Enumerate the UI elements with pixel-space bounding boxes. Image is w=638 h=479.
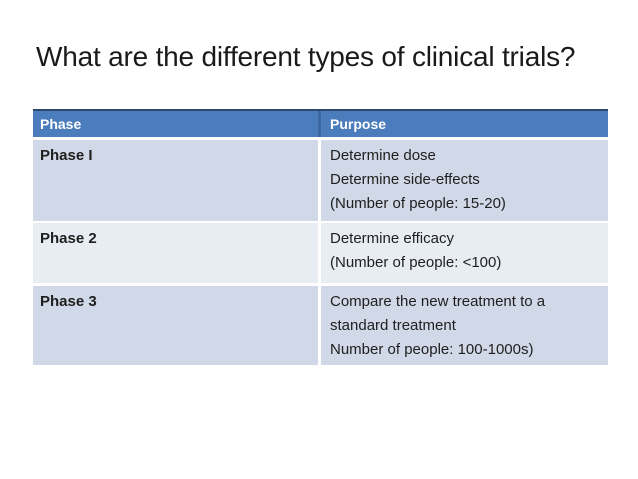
purpose-line: (Number of people: 15-20) bbox=[330, 195, 506, 212]
purpose-line: Number of people: 100-1000s) bbox=[330, 341, 534, 358]
column-divider bbox=[318, 286, 321, 365]
table-row-phase-2: Phase 2 Determine efficacy (Number of pe… bbox=[33, 223, 608, 283]
phase-cell: Phase 3 bbox=[33, 286, 318, 365]
purpose-line: Compare the new treatment to a bbox=[330, 293, 546, 310]
clinical-trials-table: Phase Purpose Phase I Determine dose Det… bbox=[33, 109, 608, 365]
phase-cell: Phase 2 bbox=[33, 223, 318, 283]
purpose-line: Determine dose bbox=[330, 147, 436, 164]
slide-title: What are the different types of clinical… bbox=[36, 41, 576, 72]
header-cell-purpose: Purpose bbox=[330, 116, 387, 132]
purpose-line: Determine efficacy bbox=[330, 230, 454, 247]
column-divider bbox=[318, 140, 321, 221]
purpose-cell: Determine dose Determine side-effects (N… bbox=[321, 140, 608, 221]
table-header-row: Phase Purpose bbox=[33, 109, 608, 137]
table-row-phase-3: Phase 3 Compare the new treatment to a s… bbox=[33, 286, 608, 365]
purpose-line: (Number of people: <100) bbox=[330, 254, 502, 271]
table-row-phase-1: Phase I Determine dose Determine side-ef… bbox=[33, 140, 608, 221]
header-column-divider bbox=[318, 111, 321, 137]
column-divider bbox=[318, 223, 321, 283]
purpose-cell: Compare the new treatment to a standard … bbox=[321, 286, 608, 365]
phase-cell: Phase I bbox=[33, 140, 318, 221]
purpose-line: Determine side-effects bbox=[330, 171, 480, 188]
purpose-line: standard treatment bbox=[330, 317, 456, 334]
purpose-cell: Determine efficacy (Number of people: <1… bbox=[321, 223, 608, 283]
header-cell-phase: Phase bbox=[40, 116, 82, 132]
